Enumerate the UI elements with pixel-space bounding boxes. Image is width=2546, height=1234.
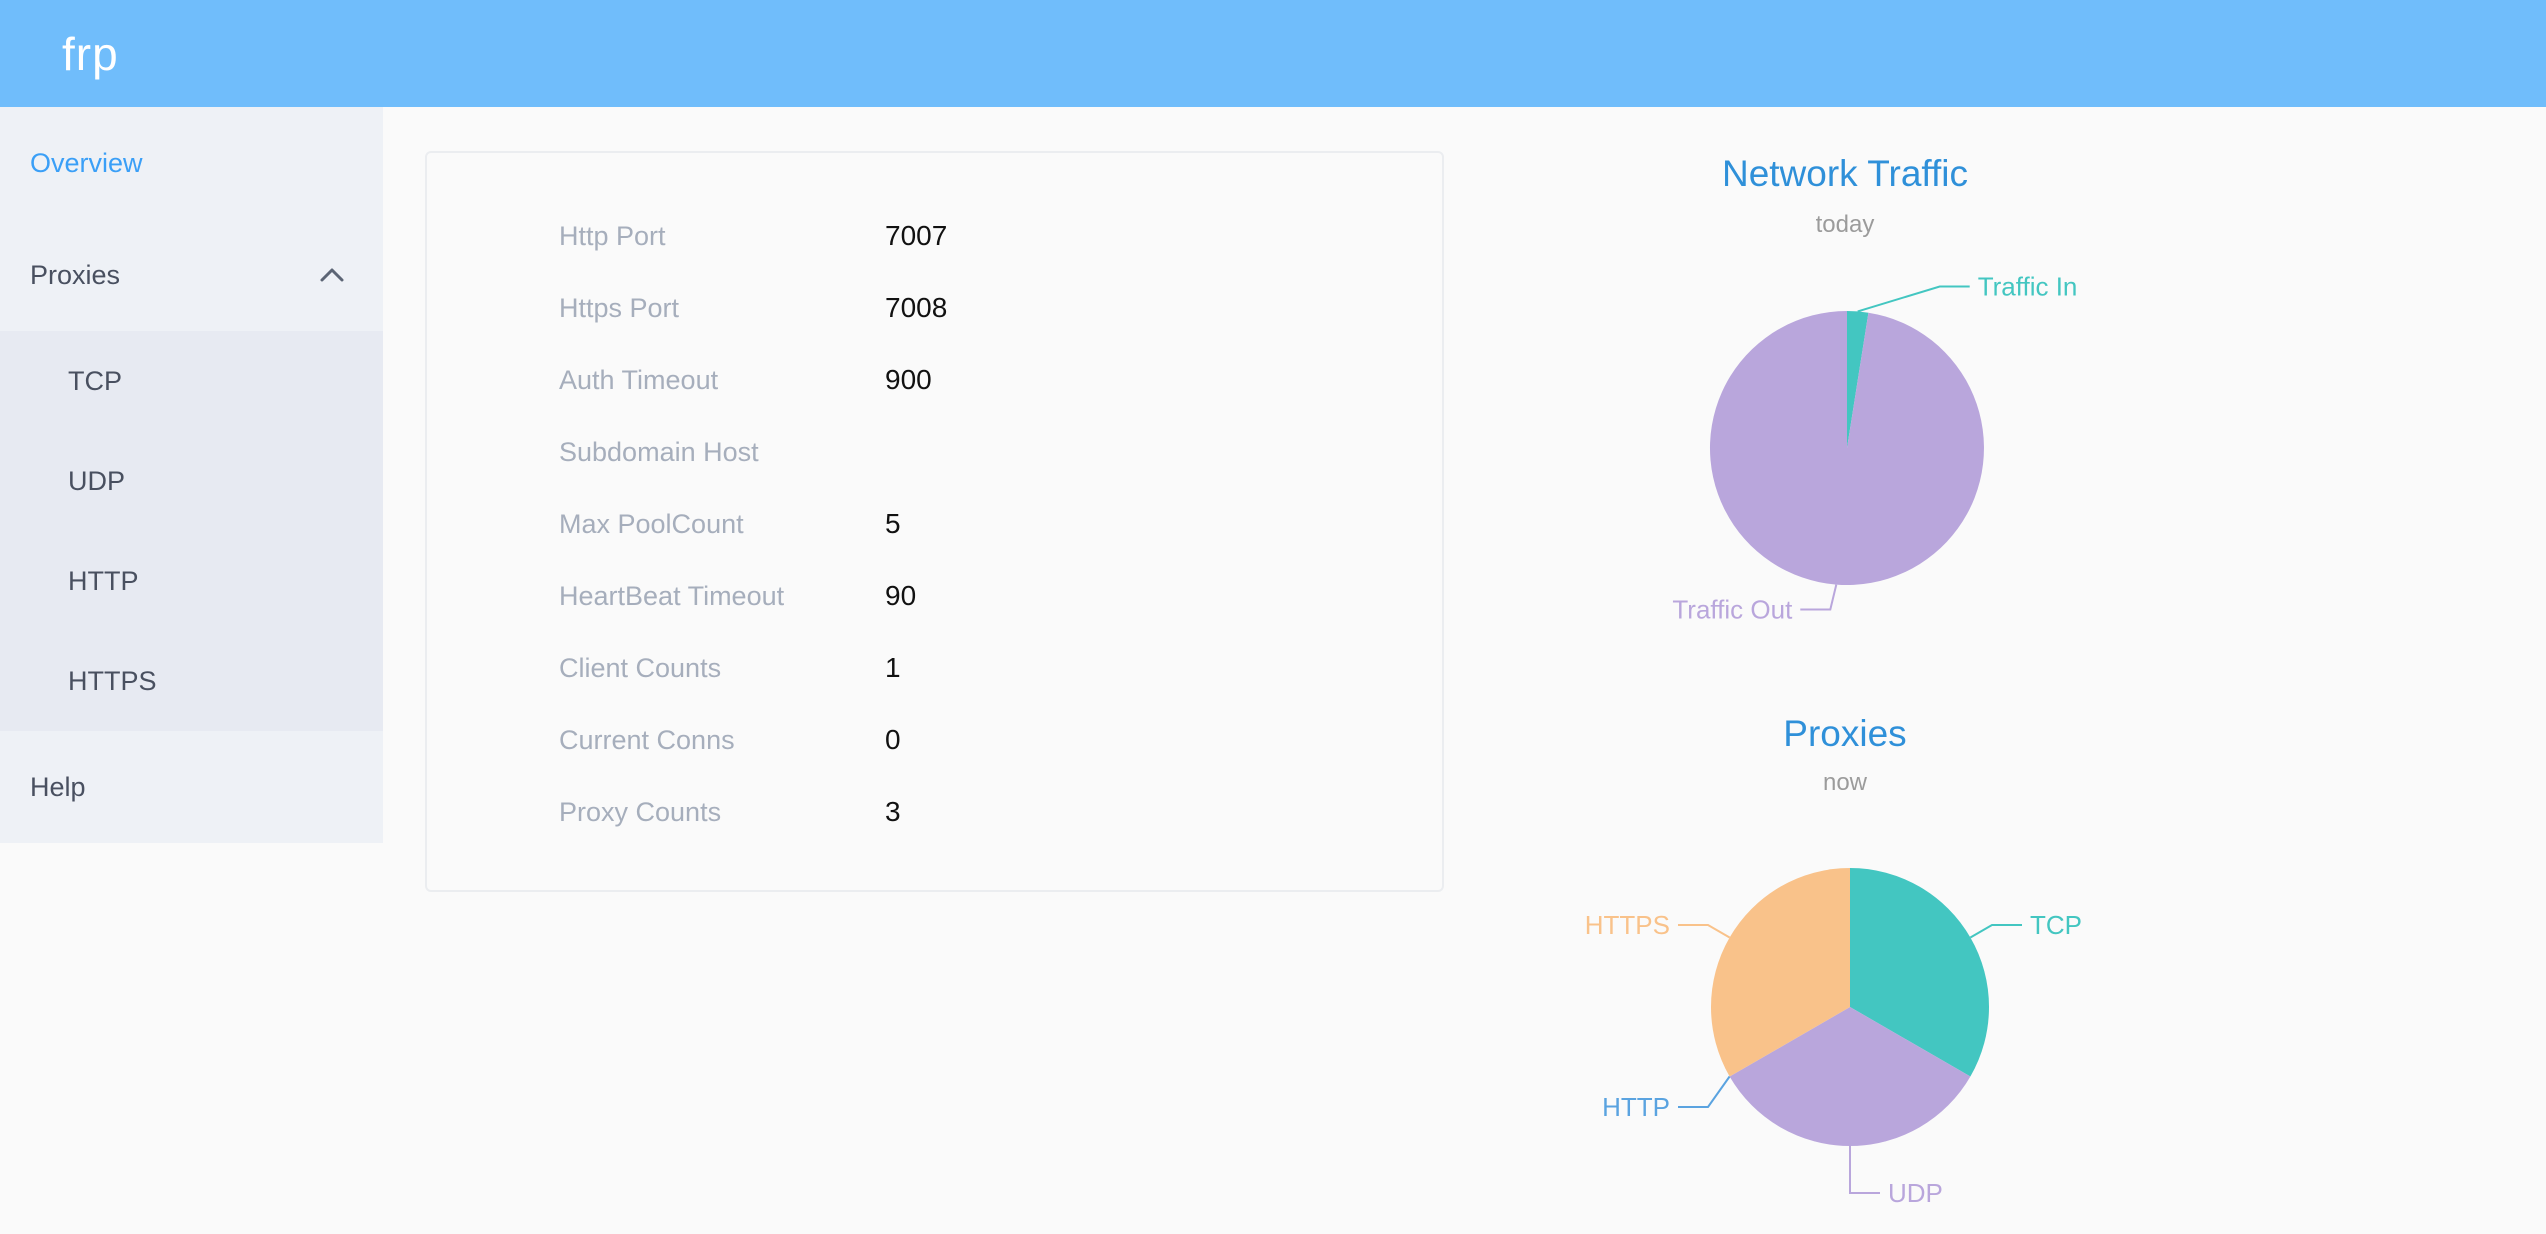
proxies-pie-chart[interactable]: TCP UDP HTTP HTTPS bbox=[1495, 820, 2195, 1234]
server-info-row: Auth Timeout 900 bbox=[427, 344, 1442, 416]
server-info-card: Http Port 7007 Https Port 7008 Auth Time… bbox=[425, 151, 1444, 892]
pie-slice-tcp[interactable] bbox=[1850, 868, 1990, 1077]
pie-label-line-https bbox=[1678, 924, 1731, 939]
pie-label-udp: UDP bbox=[1888, 1178, 1943, 1208]
sidebar-item-overview[interactable]: Overview bbox=[30, 147, 143, 178]
info-label: Http Port bbox=[559, 220, 666, 251]
server-info-row: Subdomain Host bbox=[427, 416, 1442, 488]
chevron-up-icon[interactable] bbox=[319, 267, 345, 283]
proxies-title: Proxies bbox=[1783, 713, 1907, 754]
server-info-row: HeartBeat Timeout 90 bbox=[427, 560, 1442, 632]
network-traffic-subtitle: today bbox=[1815, 211, 1875, 238]
info-label: Max PoolCount bbox=[559, 508, 744, 539]
pie-label-traffic-out: Traffic Out bbox=[1672, 595, 1793, 625]
proxies-subtitle: now bbox=[1822, 769, 1868, 796]
pie-label-https: HTTPS bbox=[1585, 910, 1670, 940]
server-info-row: Https Port 7008 bbox=[427, 272, 1442, 344]
pie-slice-udp[interactable] bbox=[1729, 1007, 1971, 1147]
pie-label-line-traffic-in bbox=[1857, 285, 1970, 313]
app-logo: frp bbox=[62, 27, 119, 80]
pie-label-http: HTTP bbox=[1602, 1092, 1670, 1122]
sidebar-item-udp[interactable]: UDP bbox=[68, 465, 126, 496]
info-label: Https Port bbox=[559, 292, 680, 323]
info-value: 90 bbox=[885, 580, 917, 611]
pie-slice-traffic-in[interactable] bbox=[1847, 311, 1869, 448]
info-label: Subdomain Host bbox=[559, 436, 759, 467]
info-label: Proxy Counts bbox=[559, 796, 722, 827]
info-label: Auth Timeout bbox=[559, 364, 719, 395]
pie-label-line-traffic-out bbox=[1800, 584, 1838, 611]
server-info-row: Http Port 7007 bbox=[427, 200, 1442, 272]
info-label: Client Counts bbox=[559, 652, 722, 683]
server-info-row: Current Conns 0 bbox=[427, 704, 1442, 776]
server-info-row: Proxy Counts 3 bbox=[427, 776, 1442, 848]
info-value: 1 bbox=[885, 652, 901, 683]
sidebar-item-help[interactable]: Help bbox=[30, 771, 86, 802]
proxies-submenu: TCP UDP HTTP HTTPS bbox=[0, 331, 383, 731]
pie-label-line-http bbox=[1678, 1075, 1731, 1108]
sidebar: Overview Proxies TCP UDP HTTP HTTPS Help bbox=[0, 107, 383, 843]
info-label: HeartBeat Timeout bbox=[559, 580, 785, 611]
header: frp bbox=[0, 0, 2546, 107]
info-value: 7007 bbox=[885, 220, 948, 251]
sidebar-item-https[interactable]: HTTPS bbox=[68, 665, 157, 696]
info-value: 5 bbox=[885, 508, 901, 539]
pie-label-tcp: TCP bbox=[2030, 910, 2082, 940]
server-info-row: Max PoolCount 5 bbox=[427, 488, 1442, 560]
pie-label-line-tcp bbox=[1969, 924, 2022, 939]
network-traffic-title: Network Traffic bbox=[1721, 153, 1969, 194]
server-info-row: Client Counts 1 bbox=[427, 632, 1442, 704]
pie-slice-https[interactable] bbox=[1710, 868, 1850, 1077]
info-value: 7008 bbox=[885, 292, 948, 323]
sidebar-item-proxies-label: Proxies bbox=[30, 259, 121, 290]
pie-label-traffic-in: Traffic In bbox=[1978, 272, 2078, 302]
pie-slice-traffic-out[interactable] bbox=[1709, 311, 1984, 585]
sidebar-item-tcp[interactable]: TCP bbox=[68, 365, 122, 396]
sidebar-item-proxies[interactable]: Proxies bbox=[0, 219, 383, 331]
info-value: 3 bbox=[885, 796, 901, 827]
pie-label-line-udp bbox=[1849, 1146, 1880, 1194]
sidebar-item-http[interactable]: HTTP bbox=[68, 565, 139, 596]
info-value: 900 bbox=[885, 364, 932, 395]
info-value: 0 bbox=[885, 724, 901, 755]
network-traffic-pie-chart[interactable]: Traffic In Traffic Out bbox=[1495, 250, 2195, 650]
info-label: Current Conns bbox=[559, 724, 735, 755]
